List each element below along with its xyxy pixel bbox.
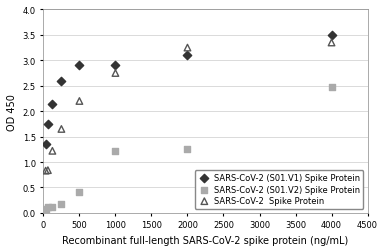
SARS-CoV-2 (S01.V1) Spike Protein <box>49 102 55 106</box>
SARS-CoV-2 (S01.V1) Spike Protein <box>184 54 191 58</box>
SARS-CoV-2 (S01.V2) Spike Protein <box>184 148 191 152</box>
SARS-CoV-2 (S01.V2) Spike Protein <box>76 190 82 194</box>
SARS-CoV-2 (S01.V1) Spike Protein <box>112 64 119 68</box>
SARS-CoV-2 (S01.V1) Spike Protein <box>43 143 49 147</box>
Legend: SARS-CoV-2 (S01.V1) Spike Protein, SARS-CoV-2 (S01.V2) Spike Protein, SARS-CoV-2: SARS-CoV-2 (S01.V1) Spike Protein, SARS-… <box>195 170 363 209</box>
SARS-CoV-2 (S01.V1) Spike Protein <box>58 79 64 83</box>
SARS-CoV-2  Spike Protein <box>45 168 51 172</box>
SARS-CoV-2 (S01.V2) Spike Protein <box>45 205 51 209</box>
SARS-CoV-2 (S01.V1) Spike Protein <box>328 34 335 38</box>
Y-axis label: OD 450: OD 450 <box>7 93 17 130</box>
SARS-CoV-2 (S01.V2) Spike Protein <box>328 86 335 90</box>
SARS-CoV-2  Spike Protein <box>328 41 335 45</box>
SARS-CoV-2  Spike Protein <box>112 72 119 76</box>
SARS-CoV-2 (S01.V2) Spike Protein <box>49 205 55 209</box>
SARS-CoV-2 (S01.V1) Spike Protein <box>45 122 51 127</box>
SARS-CoV-2 (S01.V1) Spike Protein <box>76 64 82 68</box>
SARS-CoV-2  Spike Protein <box>58 128 64 132</box>
SARS-CoV-2  Spike Protein <box>184 46 191 50</box>
X-axis label: Recombinant full-length SARS-CoV-2 spike protein (ng/mL): Recombinant full-length SARS-CoV-2 spike… <box>62 235 348 245</box>
SARS-CoV-2 (S01.V2) Spike Protein <box>112 149 119 153</box>
SARS-CoV-2  Spike Protein <box>49 149 55 153</box>
SARS-CoV-2  Spike Protein <box>43 169 49 173</box>
SARS-CoV-2 (S01.V2) Spike Protein <box>43 207 49 211</box>
SARS-CoV-2  Spike Protein <box>76 100 82 104</box>
SARS-CoV-2 (S01.V2) Spike Protein <box>58 202 64 206</box>
